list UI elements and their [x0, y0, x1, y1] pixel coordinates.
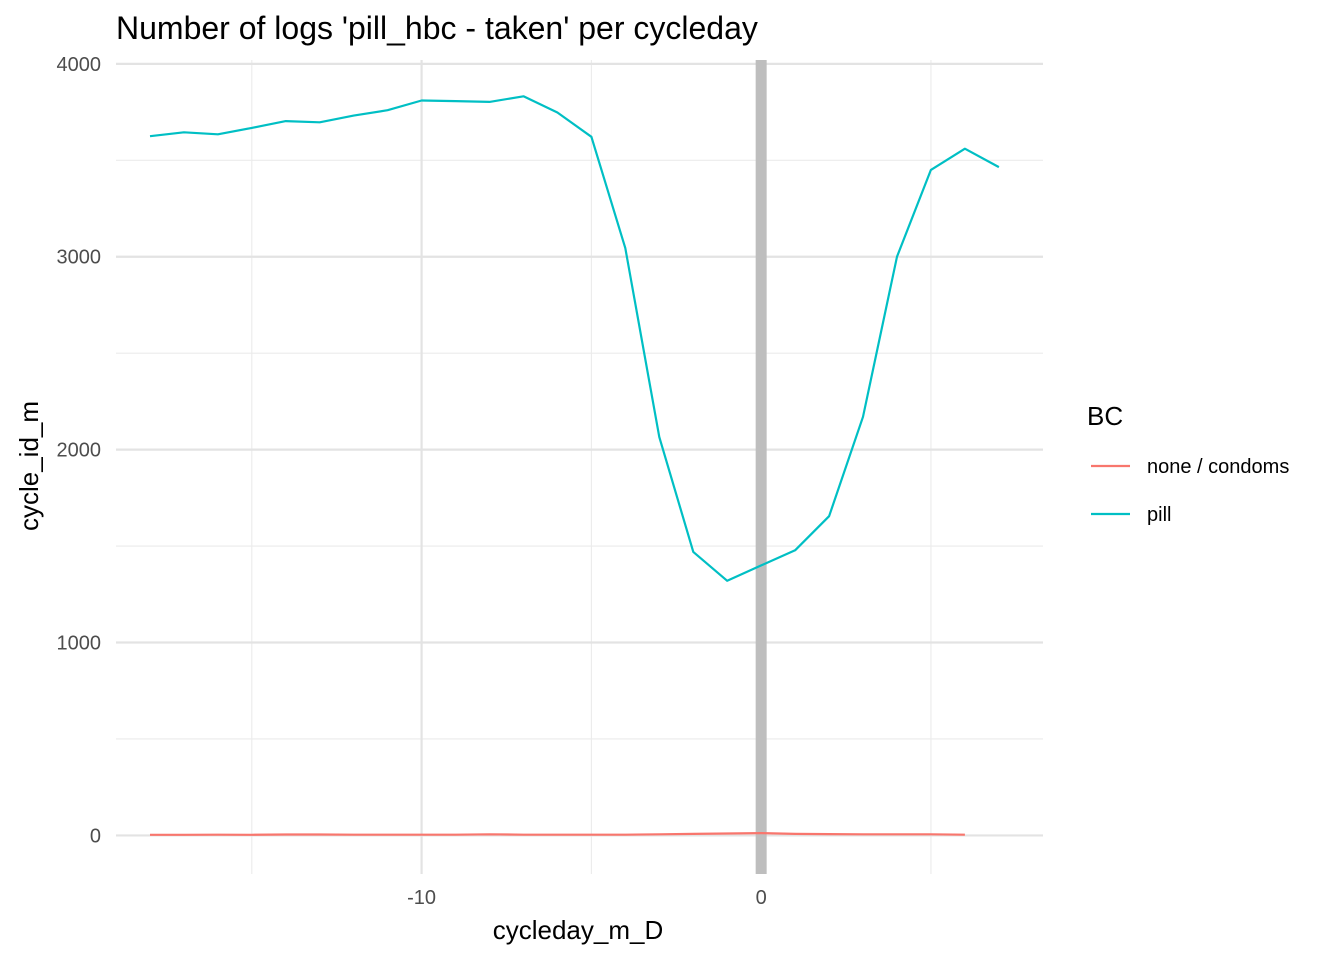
tick-labels: 0 1000 2000 3000 4000 -10 0 [57, 54, 767, 909]
y-tick-label: 0 [90, 825, 101, 847]
major-gridlines [116, 60, 1043, 874]
x-tick-label: 0 [756, 887, 767, 909]
legend-label-pill: pill [1147, 504, 1171, 526]
legend: BC none / condoms pill [1087, 401, 1289, 526]
y-tick-label: 2000 [57, 440, 102, 462]
series-line-none-condoms [150, 831, 965, 836]
minor-gridlines [116, 60, 1043, 874]
chart-title: Number of logs 'pill_hbc - taken' per cy… [116, 10, 758, 46]
legend-label-none-condoms: none / condoms [1147, 456, 1289, 478]
x-axis-title: cycleday_m_D [493, 915, 664, 945]
y-tick-label: 4000 [57, 54, 102, 76]
legend-title: BC [1087, 401, 1123, 431]
series-layer [149, 95, 1000, 836]
y-axis-title: cycle_id_m [14, 401, 44, 531]
x-tick-label: -10 [407, 887, 436, 909]
y-tick-label: 1000 [57, 633, 102, 655]
series-line-pill [149, 95, 1000, 582]
y-tick-label: 3000 [57, 247, 102, 269]
